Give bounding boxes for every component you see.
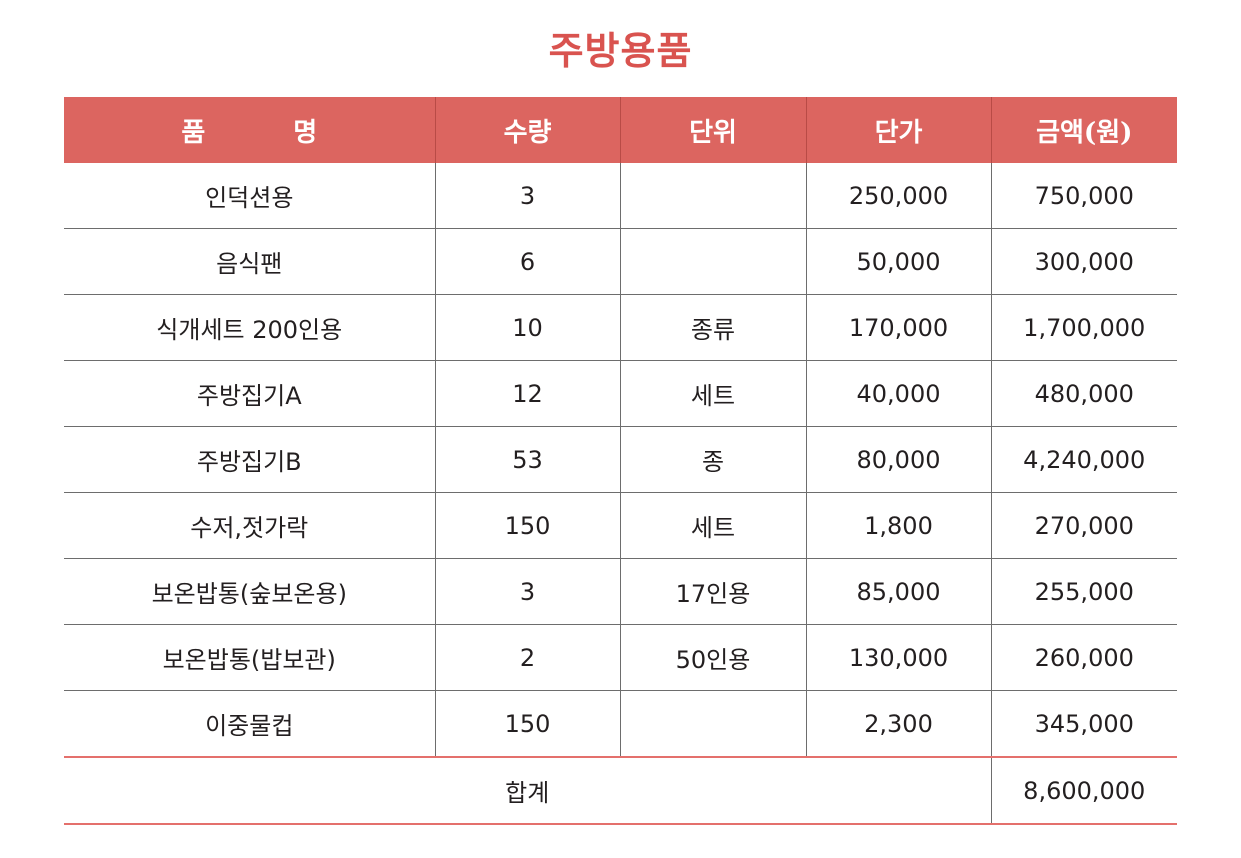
table-row: 주방집기A 12 세트 40,000 480,000 — [64, 360, 1177, 427]
cell-unit: 종류 — [619, 294, 806, 361]
cell-quantity: 10 — [434, 294, 620, 361]
cell-amount: 255,000 — [990, 558, 1177, 625]
cell-unit: 세트 — [619, 360, 806, 427]
table-row: 이중물컵 150 2,300 345,000 — [64, 690, 1177, 758]
cell-unit-price: 130,000 — [805, 624, 991, 691]
header-item-name-part2: 명 — [293, 117, 318, 148]
header-item-name-part1: 품 — [181, 117, 206, 148]
cell-unit-price: 80,000 — [805, 426, 991, 493]
cell-item-name: 보온밥통(밥보관) — [64, 624, 435, 691]
header-unit: 단위 — [619, 97, 806, 163]
cell-quantity: 3 — [434, 163, 620, 229]
cell-quantity: 150 — [434, 492, 620, 559]
cell-amount: 480,000 — [990, 360, 1177, 427]
cell-unit-price: 2,300 — [805, 690, 991, 758]
table-row: 음식팬 6 50,000 300,000 — [64, 228, 1177, 295]
cell-quantity: 3 — [434, 558, 620, 625]
total-row: 합계 8,600,000 — [64, 757, 1177, 825]
page-title: 주방용품 — [548, 28, 693, 73]
cell-quantity: 2 — [434, 624, 620, 691]
cell-item-name: 이중물컵 — [64, 690, 435, 758]
table-row: 주방집기B 53 종 80,000 4,240,000 — [64, 426, 1177, 493]
cell-quantity: 53 — [434, 426, 620, 493]
total-label: 합계 — [64, 757, 991, 825]
table-row: 보온밥통(밥보관) 2 50인용 130,000 260,000 — [64, 624, 1177, 691]
cell-item-name: 보온밥통(숲보온용) — [64, 558, 435, 625]
cell-unit: 종 — [619, 426, 806, 493]
cell-unit — [619, 228, 806, 295]
cell-unit-price: 85,000 — [805, 558, 991, 625]
cell-amount: 345,000 — [990, 690, 1177, 758]
cell-amount: 270,000 — [990, 492, 1177, 559]
cell-unit-price: 40,000 — [805, 360, 991, 427]
cell-unit-price: 250,000 — [805, 163, 991, 229]
cell-unit — [619, 163, 806, 229]
cell-unit-price: 50,000 — [805, 228, 991, 295]
header-quantity: 수량 — [434, 97, 620, 163]
cell-item-name: 주방집기A — [64, 360, 435, 427]
cell-unit: 17인용 — [619, 558, 806, 625]
cell-unit-price: 1,800 — [805, 492, 991, 559]
table-row: 식개세트 200인용 10 종류 170,000 1,700,000 — [64, 294, 1177, 361]
cell-item-name: 주방집기B — [64, 426, 435, 493]
cell-unit — [619, 690, 806, 758]
header-unit-price: 단가 — [805, 97, 991, 163]
header-amount: 금액(원) — [990, 97, 1177, 163]
cell-amount: 750,000 — [990, 163, 1177, 229]
cell-quantity: 12 — [434, 360, 620, 427]
cell-unit-price: 170,000 — [805, 294, 991, 361]
cell-amount: 1,700,000 — [990, 294, 1177, 361]
cell-amount: 260,000 — [990, 624, 1177, 691]
cell-item-name: 인덕션용 — [64, 163, 435, 229]
cell-quantity: 150 — [434, 690, 620, 758]
cell-unit: 50인용 — [619, 624, 806, 691]
cell-item-name: 식개세트 200인용 — [64, 294, 435, 361]
cell-item-name: 수저,젓가락 — [64, 492, 435, 559]
cell-amount: 300,000 — [990, 228, 1177, 295]
cell-unit: 세트 — [619, 492, 806, 559]
cell-amount: 4,240,000 — [990, 426, 1177, 493]
cell-quantity: 6 — [434, 228, 620, 295]
table-row: 보온밥통(숲보온용) 3 17인용 85,000 255,000 — [64, 558, 1177, 625]
table-body: 인덕션용 3 250,000 750,000 음식팬 6 50,000 300,… — [64, 163, 1177, 758]
total-amount: 8,600,000 — [990, 757, 1177, 825]
table-footer: 합계 8,600,000 — [64, 757, 1177, 825]
table-row: 수저,젓가락 150 세트 1,800 270,000 — [64, 492, 1177, 559]
cell-item-name: 음식팬 — [64, 228, 435, 295]
table-row: 인덕션용 3 250,000 750,000 — [64, 163, 1177, 229]
